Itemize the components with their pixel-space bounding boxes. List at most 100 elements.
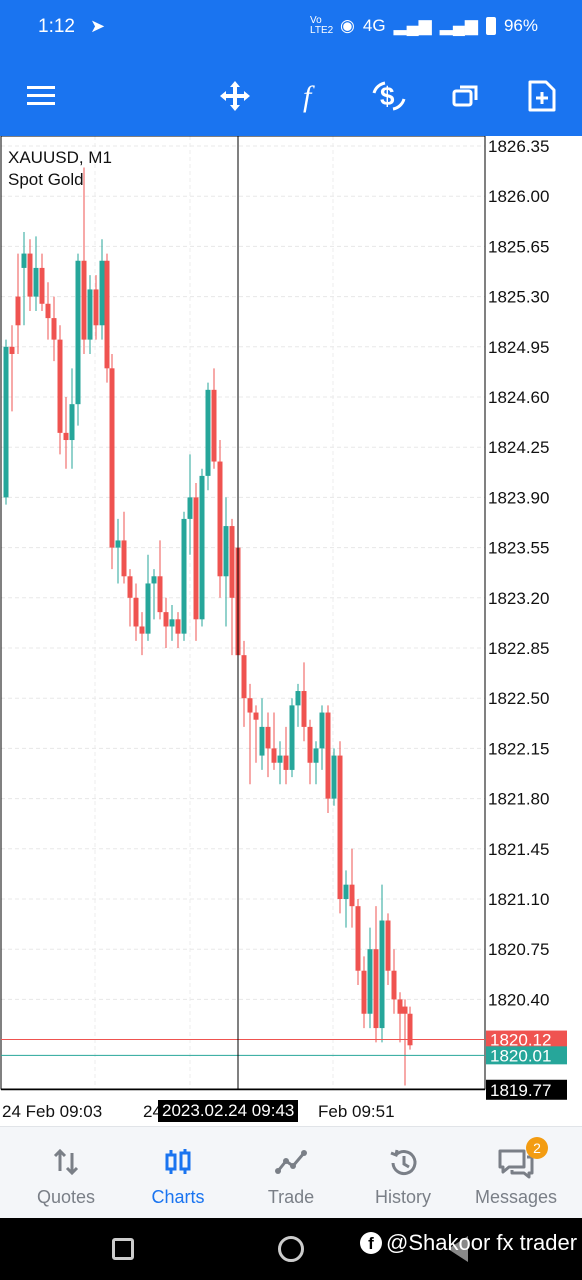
system-nav-bar	[0, 1218, 582, 1280]
candle-body	[157, 576, 163, 613]
candle-body	[27, 253, 33, 297]
candle-body	[271, 748, 277, 763]
tab-trade[interactable]: Trade	[233, 1127, 349, 1219]
candle-body	[127, 576, 133, 598]
new-order-icon[interactable]	[520, 74, 564, 118]
candle-body	[229, 526, 235, 598]
candle-body	[104, 260, 110, 369]
toolbar: f $	[0, 56, 582, 136]
candle-body	[313, 748, 319, 763]
candlestick-chart[interactable]: 1826.35 1826.00 1825.65 1825.30 1824.95 1824.…	[0, 136, 582, 1100]
candle-body	[163, 612, 169, 627]
candle-body	[87, 289, 93, 340]
candle-body	[331, 755, 337, 799]
facebook-icon: f	[360, 1232, 382, 1254]
status-icons: Vo LTE2 ◉ 4G ▂▄▆ ▂▄▆ 96%	[310, 16, 538, 36]
candle-body	[217, 461, 223, 577]
candle-body	[109, 368, 115, 548]
battery-icon	[485, 17, 496, 35]
home-button[interactable]	[278, 1236, 304, 1262]
candle-body	[367, 949, 373, 1014]
hotspot-icon: ◉	[340, 16, 355, 35]
charts-icon	[165, 1149, 191, 1174]
candle-body	[75, 260, 81, 405]
bid-price-label: 1820.01	[490, 1046, 551, 1065]
messages-badge: 2	[526, 1137, 548, 1159]
bid-label-bg	[486, 1046, 567, 1065]
ask-label-bg	[486, 1030, 567, 1049]
cursor-price-label: 1819.77	[490, 1081, 551, 1100]
cursor-time-label: 2023.02.24 09:43	[158, 1100, 299, 1122]
price-tick-label: 1825.65	[488, 237, 549, 256]
tab-label: Quotes	[36, 1187, 96, 1207]
signal2-icon: ▂▄▆	[439, 16, 478, 35]
candle-body	[51, 318, 57, 340]
time-label-fragment: 24	[143, 1102, 162, 1121]
candle-body	[301, 691, 307, 727]
bottom-tab-bar: Quotes Charts Trade History 2 Messages	[0, 1126, 582, 1218]
price-tick-label: 1824.95	[488, 338, 549, 357]
candle-body	[21, 253, 27, 268]
currency-icon[interactable]: $	[367, 74, 411, 118]
candle-body	[319, 712, 325, 749]
candle-body	[283, 755, 289, 770]
trade-icon	[275, 1150, 307, 1174]
tab-quotes[interactable]: Quotes	[8, 1127, 124, 1219]
candle-body	[115, 540, 121, 548]
tab-messages[interactable]: 2 Messages	[458, 1127, 574, 1219]
ask-price-label: 1820.12	[490, 1031, 551, 1050]
candle-body	[145, 583, 151, 634]
price-tick-label: 1822.50	[488, 689, 549, 708]
tab-history[interactable]: History	[345, 1127, 461, 1219]
battery-level: 96%	[503, 16, 538, 35]
time-label-left: 24 Feb 09:03	[2, 1102, 103, 1121]
price-tick-label: 1823.20	[488, 589, 549, 608]
candle-body	[193, 497, 199, 620]
volte-label: Vo LTE2	[310, 15, 334, 36]
signal-icon: ▂▄▆	[393, 16, 432, 35]
time-axis: 24 Feb 09:03 24 2023.02.24 09:43 Feb 09:…	[0, 1100, 582, 1126]
status-bar: 1:12 ➤ Vo LTE2 ◉ 4G ▂▄▆ ▂▄▆ 96%	[0, 0, 582, 56]
candle-body	[39, 267, 45, 304]
price-tick-label: 1823.90	[488, 488, 549, 507]
price-tick-label: 1824.60	[488, 388, 549, 407]
candle-body	[63, 432, 69, 441]
tab-label: Charts	[151, 1187, 205, 1207]
candle-body	[241, 655, 247, 699]
candle-body	[121, 540, 127, 577]
messages-icon	[498, 1149, 534, 1179]
candle-body	[15, 296, 21, 326]
candle-body	[349, 884, 355, 907]
candle-body	[151, 576, 157, 584]
menu-icon[interactable]	[20, 74, 64, 118]
price-tick-label: 1824.25	[488, 438, 549, 457]
network-label: 4G	[362, 16, 386, 35]
tab-label: Trade	[267, 1187, 315, 1207]
window-icon[interactable]	[444, 74, 488, 118]
symbol-label: XAUUSD, M1	[8, 148, 112, 167]
candle-body	[175, 619, 181, 634]
candle-body	[133, 597, 139, 627]
back-button[interactable]	[448, 1236, 468, 1262]
candle-body	[295, 691, 301, 706]
candle-body	[385, 920, 391, 971]
candle-body	[407, 1013, 413, 1046]
crosshair-icon[interactable]	[213, 74, 257, 118]
price-tick-label: 1822.85	[488, 639, 549, 658]
price-tick-label: 1825.30	[488, 288, 549, 307]
candle-body	[373, 949, 379, 1029]
tab-charts[interactable]: Charts	[120, 1127, 236, 1219]
price-tick-label: 1820.40	[488, 990, 549, 1009]
candle-body	[343, 884, 349, 899]
chart-title: XAUUSD, M1 Spot Gold	[8, 147, 112, 191]
price-tick-label: 1826.00	[488, 187, 549, 206]
watermark: f @Shakoor fx trader	[360, 1230, 577, 1256]
price-tick-label: 1826.35	[488, 137, 549, 156]
recents-button[interactable]	[112, 1238, 134, 1260]
candle-body	[289, 705, 295, 770]
candle-body	[223, 526, 229, 577]
function-icon[interactable]: f	[290, 74, 334, 118]
price-tick-label: 1820.75	[488, 940, 549, 959]
time-label-right: Feb 09:51	[318, 1102, 395, 1121]
quotes-icon	[53, 1148, 79, 1176]
